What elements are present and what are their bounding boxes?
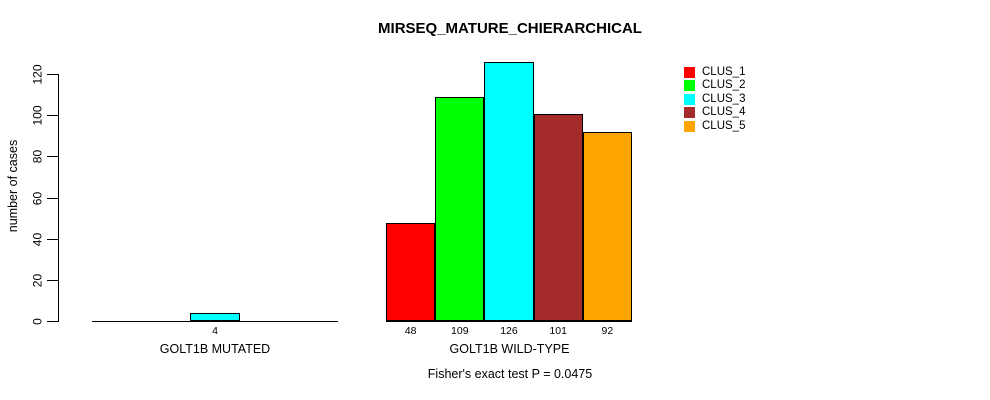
y-axis-tick-label: 120 (30, 64, 45, 85)
y-axis-tick (47, 238, 58, 240)
y-axis-tick-label: 80 (30, 150, 45, 164)
chart-title: MIRSEQ_MATURE_CHIERARCHICAL (378, 20, 642, 37)
fisher-test-caption: Fisher's exact test P = 0.0475 (427, 367, 593, 381)
legend-label-clus_5: CLUS_5 (702, 119, 746, 132)
y-axis-tick (47, 197, 58, 199)
y-axis-tick-label: 100 (30, 105, 45, 126)
bar-clus_5-wild-type (582, 132, 632, 322)
y-axis-tick (47, 321, 58, 322)
bar-clus_1-wild-type (386, 222, 436, 322)
legend-swatch-clus_3 (684, 93, 695, 105)
bar-value-label: 109 (451, 325, 469, 337)
y-axis-tick-label: 40 (30, 232, 45, 246)
x-category-label-mutated: GOLT1B MUTATED (159, 342, 271, 356)
y-axis-label: number of cases (6, 139, 20, 233)
y-axis-tick (47, 156, 58, 158)
y-axis-tick-label: 60 (30, 191, 45, 205)
y-axis-tick (47, 279, 58, 281)
bar-value-label: 4 (212, 325, 218, 337)
y-axis-line (58, 74, 59, 322)
group-baseline-wild-type (386, 321, 632, 322)
bar-value-label: 126 (500, 325, 518, 337)
y-axis-tick-label: 20 (30, 273, 45, 288)
legend-label-clus_4: CLUS_4 (702, 106, 746, 119)
legend-label-clus_3: CLUS_3 (702, 92, 746, 105)
x-category-label-wild-type: GOLT1B WILD-TYPE (449, 342, 570, 356)
legend-swatch-clus_2 (684, 80, 695, 92)
legend-swatch-clus_5 (684, 120, 695, 132)
bar-clus_3-wild-type (484, 62, 534, 322)
group-baseline-mutated (92, 321, 338, 322)
y-axis-tick-label: 0 (30, 318, 45, 325)
y-axis-tick (47, 74, 58, 75)
bar-value-label: 48 (404, 325, 417, 337)
legend-label-clus_1: CLUS_1 (702, 66, 746, 78)
bar-clus_2-wild-type (435, 97, 485, 322)
legend-swatch-clus_4 (684, 107, 695, 119)
bar-value-label: 101 (549, 325, 567, 337)
legend-swatch-clus_1 (684, 67, 695, 78)
bar-clus_3-mutated (190, 313, 240, 322)
legend-label-clus_2: CLUS_2 (702, 79, 746, 92)
bar-clus_4-wild-type (533, 113, 583, 322)
y-axis-tick (47, 115, 58, 117)
bar-value-label: 92 (601, 325, 614, 337)
